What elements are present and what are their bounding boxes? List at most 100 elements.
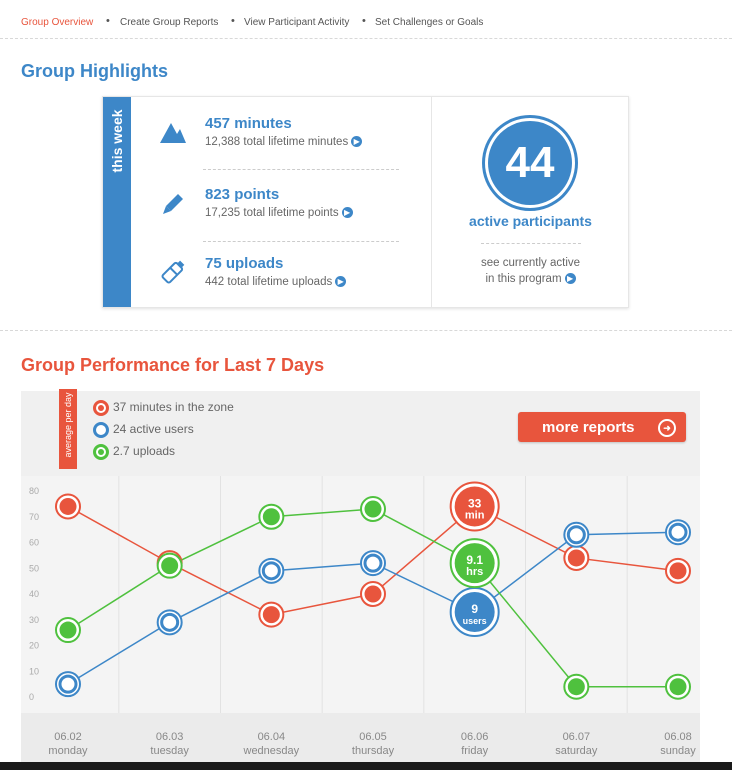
active-participants-label: active participants	[469, 213, 592, 229]
y-tick-label: 60	[29, 538, 39, 548]
minutes-point	[262, 606, 280, 624]
see-currently-active-link[interactable]: see currently active in this program ▶	[480, 257, 581, 285]
x-tick-date: 06.08	[664, 731, 692, 743]
minutes-highlight-unit: min	[465, 509, 485, 521]
arrow-circle-icon[interactable]: ▶	[564, 273, 576, 285]
vertical-divider	[431, 97, 432, 307]
section-divider	[0, 330, 732, 331]
users-point	[58, 674, 78, 694]
uploads-point	[567, 678, 585, 696]
arrow-circle-icon[interactable]: ▶	[341, 207, 353, 219]
x-tick-date: 06.07	[563, 731, 591, 743]
water-bottle-icon	[161, 260, 185, 284]
points-lifetime[interactable]: 17,235 total lifetime points ▶	[205, 207, 353, 219]
y-tick-label: 0	[29, 692, 34, 702]
x-tick-date: 06.03	[156, 731, 184, 743]
group-highlights-title: Group Highlights	[21, 61, 168, 81]
legend-uploads: 2.7 uploads	[93, 444, 175, 460]
y-tick-label: 20	[29, 641, 39, 651]
x-tick-day: wednesday	[243, 745, 300, 757]
minutes-lifetime[interactable]: 12,388 total lifetime minutes ▶	[205, 136, 363, 148]
y-tick-label: 50	[29, 563, 39, 573]
active-count: 44	[505, 138, 555, 187]
group-performance-title: Group Performance for Last 7 Days	[21, 355, 325, 375]
x-tick-day: monday	[48, 745, 88, 757]
uploads-highlight-unit: hrs	[466, 566, 483, 578]
minutes-point	[669, 562, 687, 580]
more-reports-button[interactable]: more reports ➜	[518, 412, 686, 442]
divider	[203, 241, 399, 242]
minutes-point	[364, 585, 382, 603]
points-stat: 823 points 17,235 total lifetime points ▶	[153, 186, 413, 236]
minutes-point	[567, 549, 585, 567]
x-axis-band	[21, 713, 700, 763]
y-tick-label: 10	[29, 666, 39, 676]
performance-line-chart: 0 10 20 30 40 50 60 70 80 06.02 monday 06.03 tuesday…	[21, 476, 700, 763]
x-tick-date: 06.05	[359, 731, 387, 743]
minutes-highlight-value: 33	[468, 496, 482, 510]
minutes-highlight-point	[454, 486, 495, 527]
legend-box: average per day 37 minutes in the zone 2…	[21, 389, 700, 476]
highlights-card: this week 457 minutes 12,388 total lifet…	[102, 96, 629, 308]
more-reports-label: more reports	[542, 419, 635, 436]
x-tick-date: 06.06	[461, 731, 489, 743]
users-highlight-value: 9	[471, 602, 478, 616]
points-value: 823 points	[205, 186, 280, 203]
divider	[203, 169, 399, 170]
legend-ring-icon	[93, 422, 109, 438]
uploads-highlight-value: 9.1	[466, 553, 483, 567]
uploads-value: 75 uploads	[205, 255, 284, 272]
y-tick-label: 70	[29, 512, 39, 522]
uploads-point	[59, 621, 77, 639]
minutes-stat: 457 minutes 12,388 total lifetime minute…	[153, 115, 413, 165]
arrow-circle-icon[interactable]: ▶	[351, 136, 363, 148]
users-highlight-unit: users	[463, 616, 487, 626]
x-tick-date: 06.04	[258, 731, 286, 743]
legend-ring-icon	[93, 400, 109, 416]
divider	[481, 243, 581, 244]
nav-separator: •	[106, 15, 110, 27]
x-tick-day: tuesday	[150, 745, 189, 757]
active-count-badge: 44	[488, 121, 572, 205]
legend-ring-icon	[93, 444, 109, 460]
x-tick-day: saturday	[555, 745, 598, 757]
minutes-point	[59, 497, 77, 515]
uploads-stat: 75 uploads 442 total lifetime uploads ▶	[153, 255, 413, 305]
x-tick-day: friday	[461, 745, 488, 757]
average-per-day-tag: average per day	[59, 389, 77, 469]
arrow-circle-icon[interactable]: ▶	[335, 276, 347, 288]
arrow-right-icon: ➜	[658, 419, 676, 437]
nav-view-participant-activity[interactable]: View Participant Activity	[244, 17, 350, 28]
nav-separator: •	[362, 15, 366, 27]
x-tick-day: sunday	[660, 745, 696, 757]
uploads-point	[161, 557, 179, 575]
users-point	[160, 612, 180, 632]
x-tick-date: 06.02	[54, 731, 82, 743]
minutes-value: 457 minutes	[205, 115, 292, 132]
uploads-point	[669, 678, 687, 696]
y-tick-label: 30	[29, 615, 39, 625]
y-tick-label: 40	[29, 589, 39, 599]
nav-create-group-reports[interactable]: Create Group Reports	[120, 17, 219, 28]
nav-set-challenges-goals[interactable]: Set Challenges or Goals	[375, 17, 484, 28]
users-point	[363, 553, 383, 573]
uploads-point	[262, 508, 280, 526]
legend-users: 24 active users	[93, 422, 194, 438]
performance-panel: average per day 37 minutes in the zone 2…	[21, 389, 700, 763]
uploads-lifetime[interactable]: 442 total lifetime uploads ▶	[205, 276, 347, 288]
nav-group-overview[interactable]: Group Overview	[21, 17, 94, 28]
users-highlight-point	[454, 592, 495, 633]
x-tick-day: thursday	[352, 745, 395, 757]
nav-separator: •	[231, 15, 235, 27]
bottom-bar	[0, 762, 732, 770]
mountain-icon	[160, 123, 186, 143]
uploads-highlight-point	[454, 543, 495, 584]
this-week-tab: this week	[103, 97, 131, 307]
users-point	[668, 522, 688, 542]
this-week-label: this week	[109, 109, 125, 173]
users-point	[566, 525, 586, 545]
users-point	[261, 561, 281, 581]
pencil-icon	[163, 194, 183, 214]
top-nav: Group Overview • Create Group Reports • …	[0, 0, 732, 39]
y-tick-label: 80	[29, 486, 39, 496]
